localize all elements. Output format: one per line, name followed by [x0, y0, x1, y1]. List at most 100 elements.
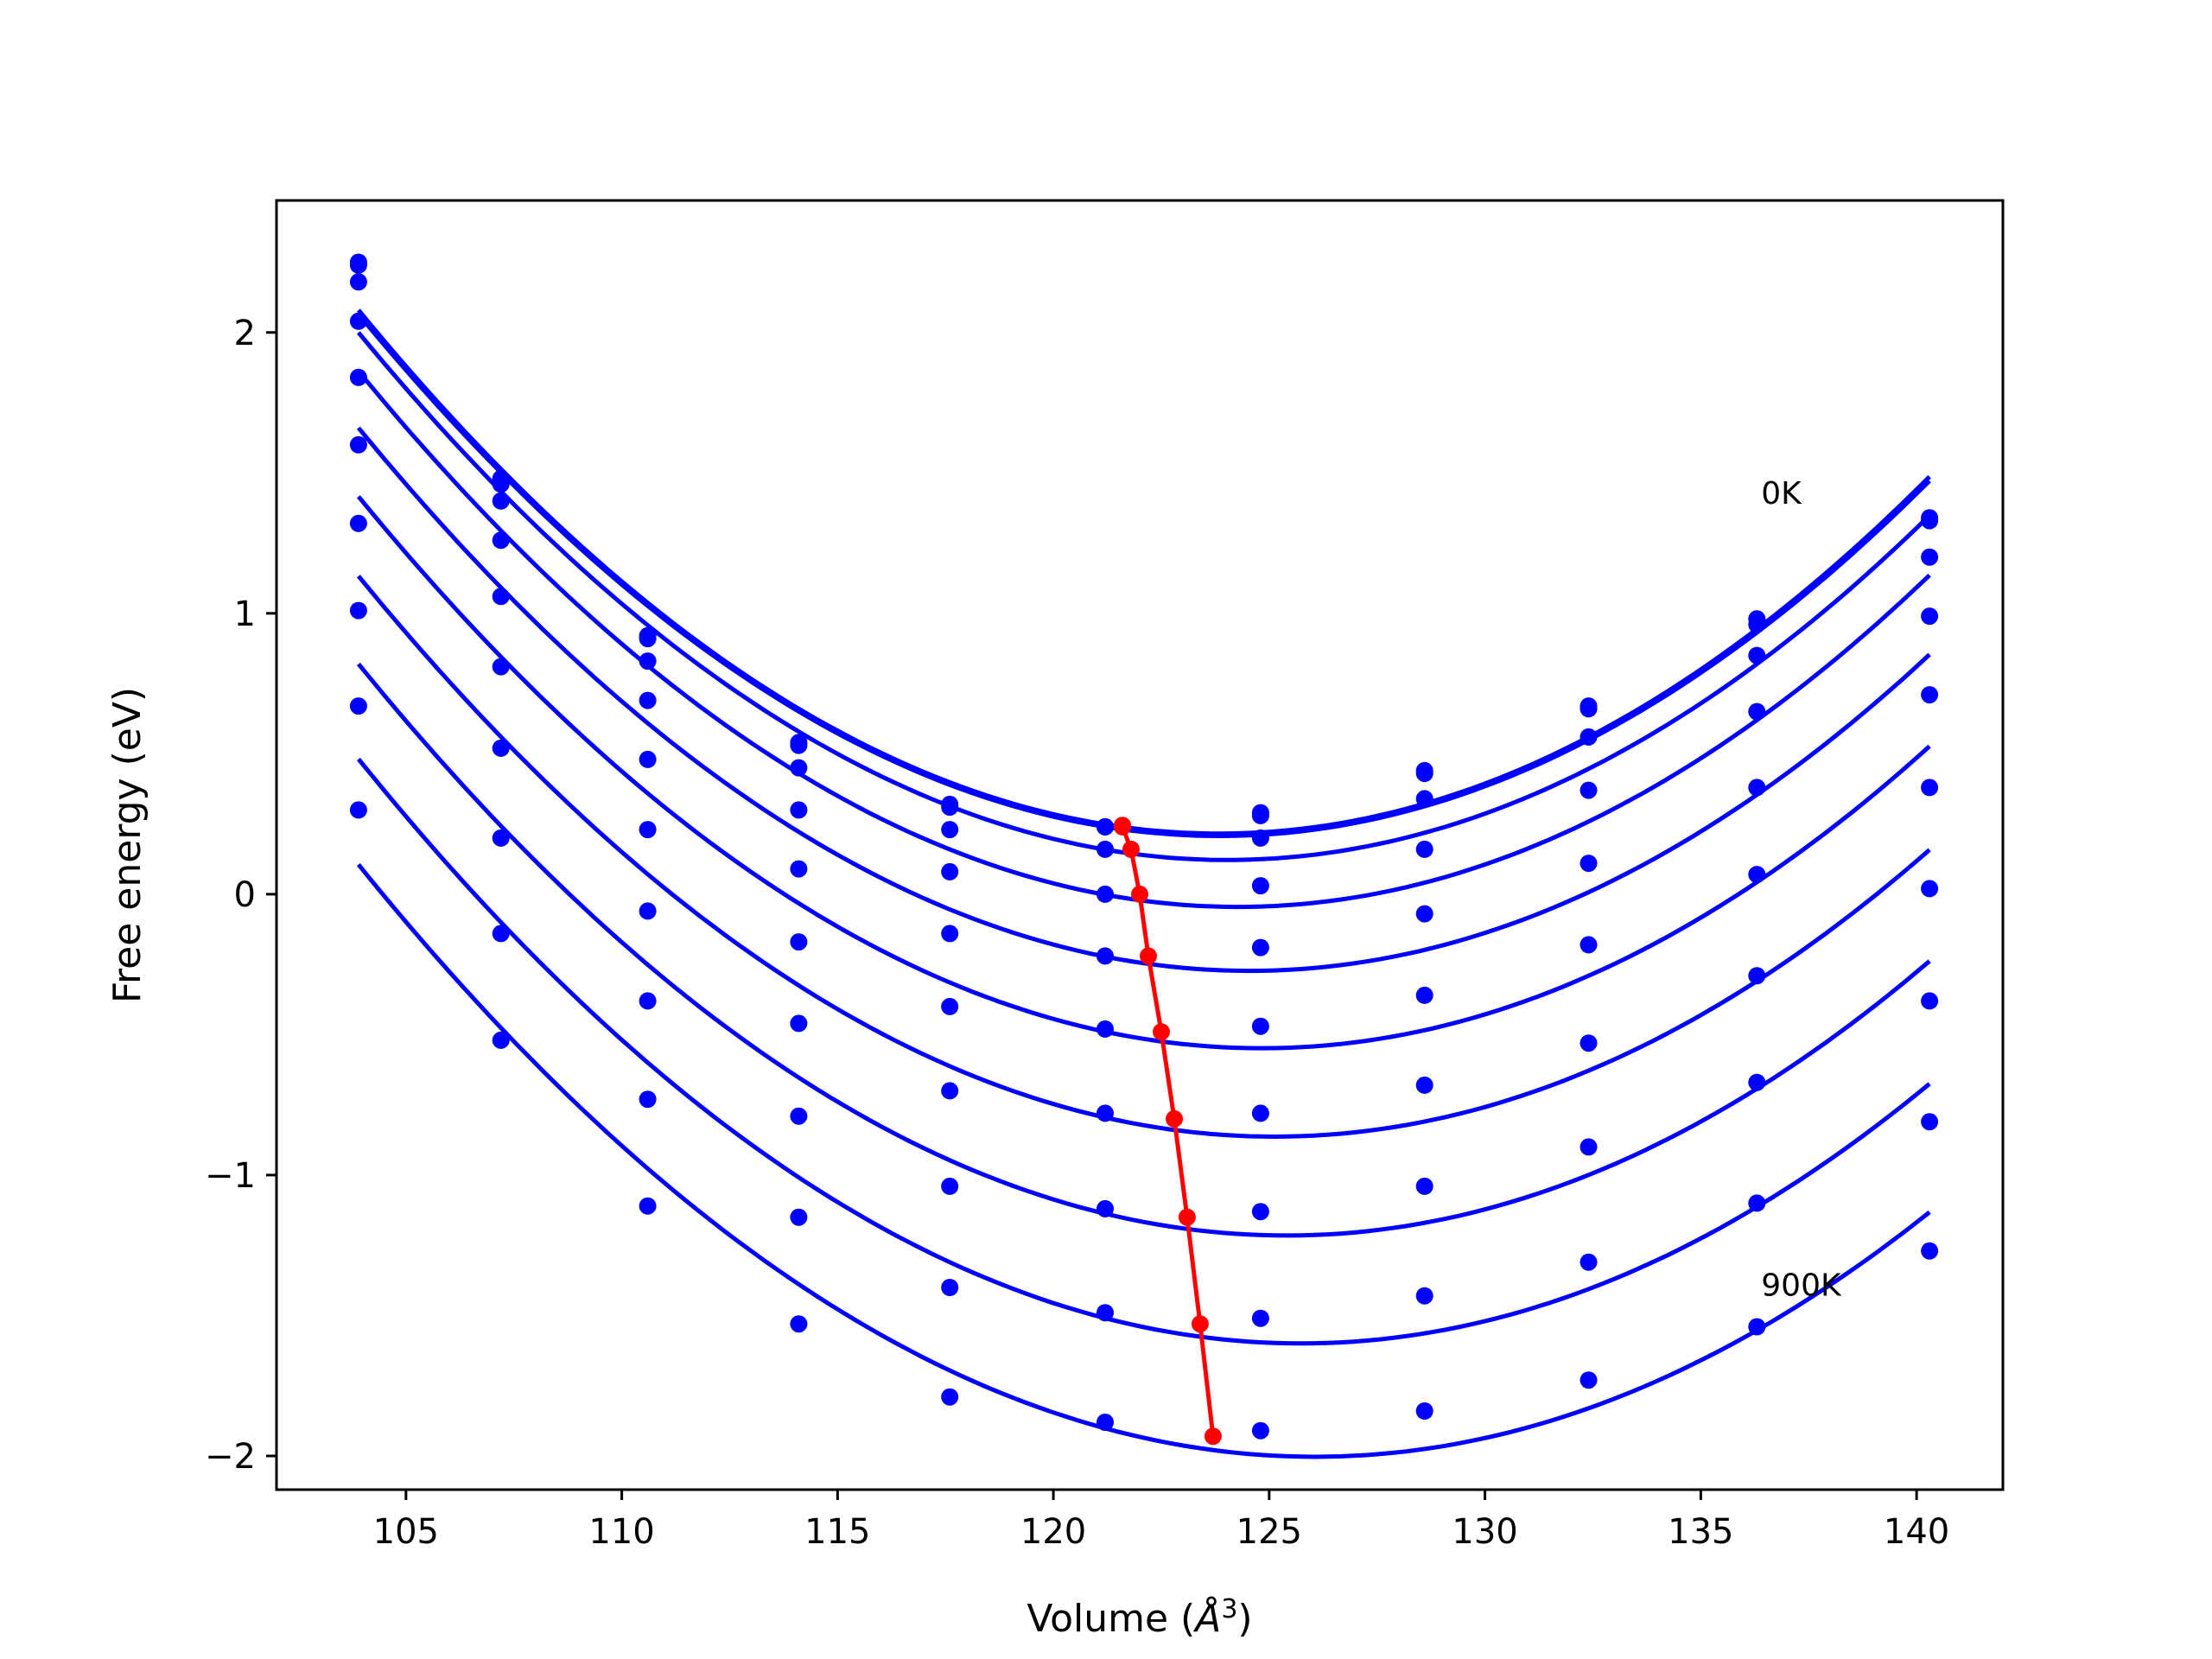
series-1-point — [1096, 817, 1114, 836]
y-tick-label: −1 — [205, 1156, 256, 1196]
series-9-point — [639, 1197, 657, 1215]
series-6-point — [1251, 1104, 1269, 1122]
series-3-point — [492, 531, 510, 550]
series-9-point — [1921, 1242, 1939, 1260]
annotation-label: 0K — [1761, 476, 1802, 512]
y-axis-ticks: −2 −1 0 1 2 — [205, 314, 276, 1477]
series-8-point — [1251, 1309, 1269, 1327]
series-4-point — [1921, 686, 1939, 704]
series-9-point — [790, 1315, 808, 1333]
series-2-point — [1415, 790, 1433, 808]
series-3-point — [639, 691, 657, 709]
series-4-point — [1415, 905, 1433, 923]
series-8-point — [349, 697, 367, 715]
series-8-point — [492, 925, 510, 943]
x-axis-title-unit: Å — [1192, 1595, 1221, 1641]
series-2-point — [941, 821, 959, 839]
series-3-point — [1096, 885, 1114, 903]
series-4-point — [349, 368, 367, 386]
series-8-point — [790, 1208, 808, 1226]
series-5-point — [1748, 866, 1766, 884]
series-4-point — [492, 588, 510, 606]
y-tick-label: 0 — [234, 875, 256, 915]
minimum-point — [1114, 817, 1131, 836]
series-5 — [349, 435, 1939, 1051]
series-9-curve — [356, 863, 1931, 1459]
series-7-point — [349, 601, 367, 620]
annotation-label: 900K — [1761, 1268, 1842, 1304]
minimum-point — [1191, 1315, 1209, 1333]
series-6-point — [941, 1082, 959, 1100]
series-7-point — [1096, 1199, 1114, 1217]
x-axis-title-prefix: Volume ( — [1027, 1597, 1195, 1641]
series-7-point — [639, 992, 657, 1010]
series-1-point — [1580, 700, 1598, 718]
series-2-point — [1580, 728, 1598, 746]
series-3-point — [790, 801, 808, 819]
series-5-point — [1096, 1020, 1114, 1038]
series-6-point — [790, 1014, 808, 1033]
x-tick-label: 125 — [1236, 1512, 1302, 1552]
series-4-point — [941, 925, 959, 943]
series-6-point — [1415, 1076, 1433, 1094]
series-1-point — [790, 736, 808, 754]
y-tick-label: −2 — [205, 1437, 256, 1477]
series-9-point — [492, 1031, 510, 1049]
x-axis-title-exponent: 3 — [1221, 1594, 1237, 1624]
series-7-curve — [356, 662, 1931, 1238]
x-tick-label: 115 — [804, 1512, 870, 1552]
y-tick-label: 1 — [234, 594, 256, 634]
series-8-curve — [356, 757, 1931, 1346]
series-9-point — [1251, 1421, 1269, 1440]
series-8-point — [1096, 1304, 1114, 1322]
minimum-point — [1204, 1427, 1222, 1446]
series-8-point — [1580, 1253, 1598, 1271]
series-2-point — [492, 492, 510, 510]
series-layer — [349, 253, 1939, 1459]
annotations-layer: 0K 900K — [1761, 476, 1842, 1304]
series-3-point — [941, 862, 959, 880]
x-axis-ticks: 105 110 115 120 125 130 135 140 — [373, 1490, 1949, 1552]
x-tick-label: 135 — [1668, 1512, 1733, 1552]
x-tick-label: 140 — [1884, 1512, 1949, 1552]
series-9-point — [941, 1388, 959, 1406]
series-8-point — [1748, 1194, 1766, 1212]
series-6-point — [1748, 967, 1766, 985]
x-tick-label: 110 — [588, 1512, 654, 1552]
series-7-point — [492, 829, 510, 847]
series-9-point — [1748, 1318, 1766, 1336]
series-6-point — [492, 739, 510, 757]
series-2-point — [1096, 840, 1114, 858]
minimum-point — [1122, 840, 1140, 858]
series-5-point — [790, 933, 808, 951]
series-5-point — [1921, 779, 1939, 797]
series-1-point — [1921, 512, 1939, 530]
series-4-point — [1580, 855, 1598, 873]
series-6-curve — [356, 575, 1931, 1139]
series-3-point — [1921, 607, 1939, 626]
series-5-point — [492, 658, 510, 676]
series-4-point — [790, 860, 808, 878]
series-8-point — [941, 1279, 959, 1296]
series-9-point — [349, 801, 367, 819]
series-3-point — [1251, 877, 1269, 895]
series-5-point — [1251, 1017, 1269, 1035]
series-2-curve — [356, 331, 1931, 862]
series-5-point — [941, 997, 959, 1015]
minima-line — [1120, 825, 1216, 1437]
minima-layer — [1114, 817, 1222, 1446]
series-2-point — [1921, 548, 1939, 566]
series-7-point — [1921, 992, 1939, 1010]
series-5-point — [1580, 936, 1598, 954]
series-3-point — [1748, 702, 1766, 721]
series-1-point — [1415, 765, 1433, 783]
series-4-point — [1096, 947, 1114, 965]
y-axis-title: Free energy (eV) — [105, 687, 149, 1003]
series-2 — [349, 273, 1939, 862]
series-8-point — [1415, 1287, 1433, 1305]
series-8-point — [1921, 1113, 1939, 1131]
series-5-point — [1415, 986, 1433, 1004]
x-tick-label: 105 — [373, 1512, 439, 1552]
series-6-point — [1580, 1034, 1598, 1052]
minimum-point — [1140, 947, 1157, 965]
